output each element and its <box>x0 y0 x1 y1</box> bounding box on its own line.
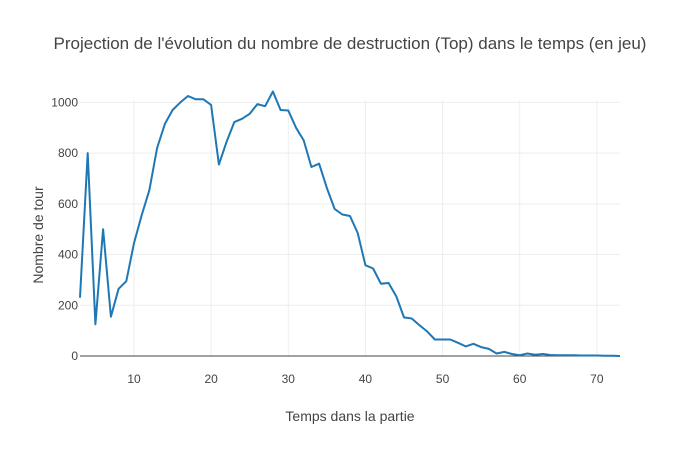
y-tick-label: 800 <box>58 146 78 160</box>
y-tick-label: 600 <box>58 197 78 211</box>
x-axis-label: Temps dans la partie <box>285 408 415 424</box>
x-tick-label: 20 <box>204 372 218 386</box>
y-tick-label: 400 <box>58 248 78 262</box>
series-line <box>79 90 621 357</box>
y-axis-label: Nombre de tour <box>30 186 46 284</box>
chart-title: Projection de l'évolution du nombre de d… <box>53 34 647 53</box>
x-tick-label: 30 <box>282 372 296 386</box>
y-tick-label: 1000 <box>51 95 78 109</box>
x-tick-label: 60 <box>513 372 527 386</box>
x-tick-label: 70 <box>590 372 604 386</box>
y-tick-label: 0 <box>71 349 78 363</box>
x-tick-label: 50 <box>436 372 450 386</box>
x-tick-label: 40 <box>359 372 373 386</box>
y-tick-label: 200 <box>58 298 78 312</box>
x-tick-label: 10 <box>127 372 141 386</box>
